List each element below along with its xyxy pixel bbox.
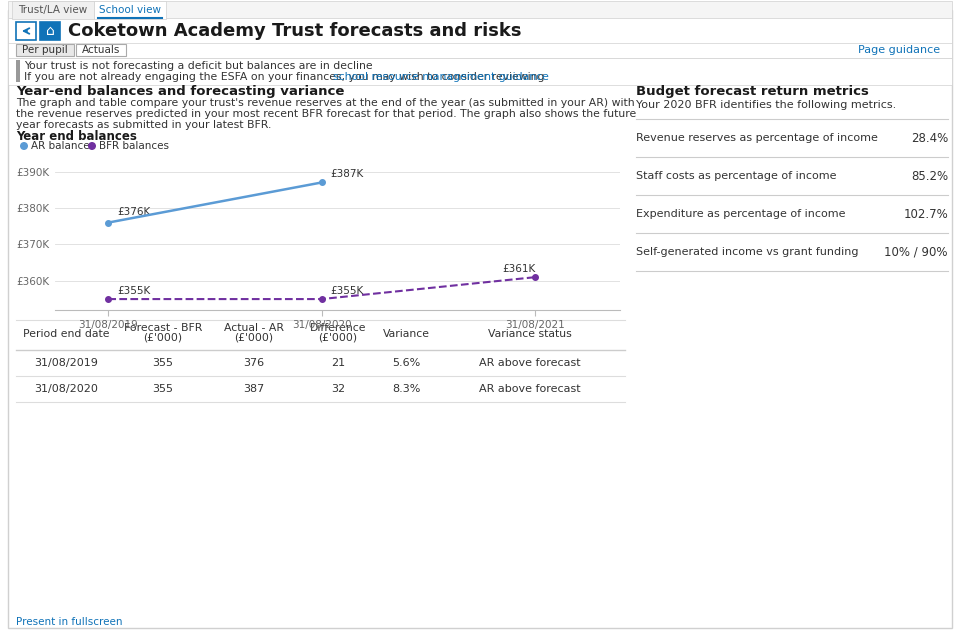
Text: BFR balances: BFR balances (99, 141, 169, 151)
Text: Revenue reserves as percentage of income: Revenue reserves as percentage of income (636, 133, 877, 143)
Text: 85.2%: 85.2% (911, 170, 948, 182)
Text: Variance status: Variance status (488, 329, 572, 339)
Text: If you are not already engaging the ESFA on your finances, you may wish to consi: If you are not already engaging the ESFA… (24, 72, 544, 82)
Text: 32: 32 (331, 384, 345, 394)
Text: 31/08/2020: 31/08/2020 (34, 384, 98, 394)
Text: Actual - AR: Actual - AR (224, 323, 284, 333)
Bar (40, 22, 60, 40)
Text: Your 2020 BFR identifies the following metrics.: Your 2020 BFR identifies the following m… (636, 100, 897, 110)
Text: school resource management guidance: school resource management guidance (333, 72, 549, 82)
Text: Present in fullscreen: Present in fullscreen (16, 617, 123, 627)
Bar (16, 60, 20, 82)
Text: ⌂: ⌂ (46, 24, 55, 38)
Bar (16, 22, 36, 40)
Bar (12, 1, 94, 19)
Text: AR above forecast: AR above forecast (479, 384, 581, 394)
Text: Variance: Variance (383, 329, 430, 339)
Text: 28.4%: 28.4% (911, 131, 948, 145)
Text: £376K: £376K (117, 207, 150, 218)
Bar (8, 43, 952, 58)
Text: Year end balances: Year end balances (16, 129, 137, 143)
Text: 8.3%: 8.3% (393, 384, 420, 394)
Text: 31/08/2019: 31/08/2019 (34, 358, 98, 368)
Bar (94, 1, 166, 19)
Text: 376: 376 (244, 358, 265, 368)
Text: £387K: £387K (330, 169, 363, 179)
Text: 21: 21 (331, 358, 345, 368)
Text: (£'000): (£'000) (143, 333, 182, 343)
Text: Self-generated income vs grant funding: Self-generated income vs grant funding (636, 247, 858, 257)
Text: AR balances: AR balances (31, 141, 95, 151)
Bar (16, 44, 74, 56)
Text: Your trust is not forecasting a deficit but balances are in decline: Your trust is not forecasting a deficit … (24, 61, 372, 71)
Bar (8, 58, 952, 85)
Text: (£'000): (£'000) (319, 333, 357, 343)
Text: Page guidance: Page guidance (858, 45, 940, 55)
Text: £355K: £355K (117, 285, 150, 296)
Bar (8, 18, 952, 44)
Bar (76, 44, 126, 56)
Text: 387: 387 (244, 384, 265, 394)
Text: Expenditure as percentage of income: Expenditure as percentage of income (636, 209, 846, 219)
Text: Trust/LA view: Trust/LA view (18, 5, 87, 15)
Text: £355K: £355K (330, 285, 363, 296)
Text: Difference: Difference (310, 323, 367, 333)
Text: Coketown Academy Trust forecasts and risks: Coketown Academy Trust forecasts and ris… (68, 22, 521, 40)
Text: Actuals: Actuals (82, 45, 120, 55)
Text: Budget forecast return metrics: Budget forecast return metrics (636, 84, 869, 97)
Text: the revenue reserves predicted in your most recent BFR forecast for that period.: the revenue reserves predicted in your m… (16, 109, 636, 119)
Text: 102.7%: 102.7% (903, 207, 948, 221)
Text: AR above forecast: AR above forecast (479, 358, 581, 368)
Text: 355: 355 (153, 358, 174, 368)
Text: 5.6%: 5.6% (393, 358, 420, 368)
Text: (£'000): (£'000) (234, 333, 274, 343)
Text: School view: School view (99, 5, 161, 15)
Text: Staff costs as percentage of income: Staff costs as percentage of income (636, 171, 836, 181)
Text: Year-end balances and forecasting variance: Year-end balances and forecasting varian… (16, 84, 345, 97)
Text: Forecast - BFR: Forecast - BFR (124, 323, 203, 333)
Text: year forecasts as submitted in your latest BFR.: year forecasts as submitted in your late… (16, 120, 272, 130)
Text: 355: 355 (153, 384, 174, 394)
Text: Per pupil: Per pupil (22, 45, 68, 55)
Text: 10% / 90%: 10% / 90% (884, 246, 948, 259)
Circle shape (88, 142, 96, 150)
Text: £361K: £361K (503, 264, 536, 274)
Text: The graph and table compare your trust's revenue reserves at the end of the year: The graph and table compare your trust's… (16, 98, 635, 108)
Bar (8, 1, 952, 19)
Text: Period end date: Period end date (23, 329, 109, 339)
Circle shape (20, 142, 28, 150)
